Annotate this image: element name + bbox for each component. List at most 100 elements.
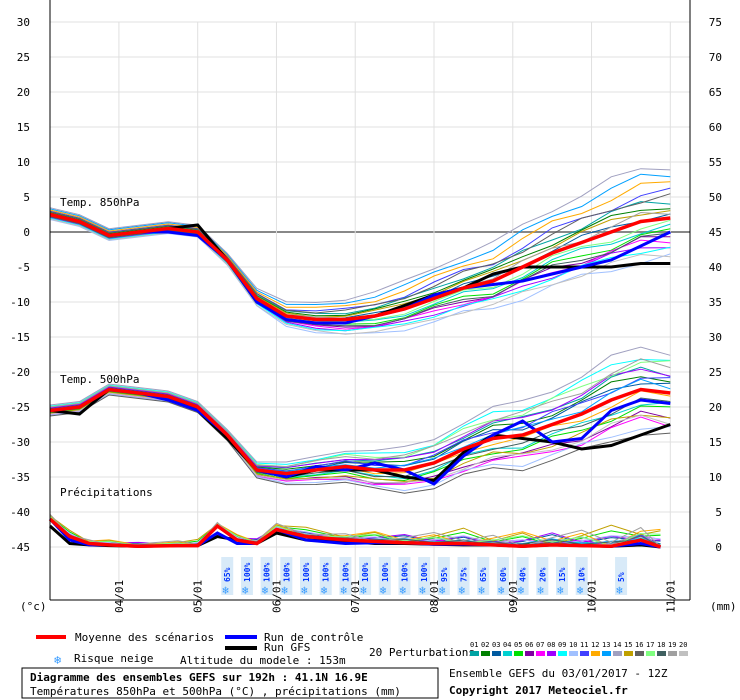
snowflake-icon: ❄ (616, 584, 623, 597)
y-tick-right: 15 (709, 436, 722, 449)
snow-risk-cell (398, 557, 411, 595)
ensemble-info: Ensemble GEFS du 03/01/2017 - 12Z (449, 667, 668, 680)
snow-risk-cell (378, 557, 391, 595)
snow-risk-cell (457, 557, 470, 595)
copyright-text: Copyright 2017 Meteociel.fr (449, 684, 628, 697)
snow-risk-pct: 100% (282, 563, 291, 582)
snow-risk-pct: 65% (479, 567, 488, 582)
snow-risk-pct: 100% (263, 563, 272, 582)
y-tick-right: 60 (709, 121, 722, 134)
perturbation-id: 06 (525, 641, 533, 649)
perturbation-id: 10 (569, 641, 577, 649)
perturbation-swatch (525, 651, 534, 656)
perturbation-id: 04 (503, 641, 511, 649)
perturbation-id: 11 (580, 641, 588, 649)
snow-risk-cell (575, 557, 588, 595)
y-tick-left: 25 (17, 51, 30, 64)
snowflake-icon: ❄ (281, 584, 288, 597)
snow-risk-cell (536, 557, 549, 595)
snowflake-icon: ❄ (419, 584, 426, 597)
legend-control-label: Run de contrôle (264, 631, 363, 644)
snow-risk-cell (615, 557, 628, 595)
perturbation-id: 13 (602, 641, 610, 649)
snow-risk-pct: 60% (499, 567, 508, 582)
y-tick-right: 40 (709, 261, 722, 274)
panel-label-precip: Précipitations (60, 486, 153, 499)
perturbation-swatch (668, 651, 677, 656)
perturbation-id: 03 (492, 641, 500, 649)
snow-risk-cell (240, 557, 253, 595)
perturbation-swatch (646, 651, 655, 656)
panel-label-t500: Temp. 500hPa (60, 373, 139, 386)
y-tick-right: 35 (709, 296, 722, 309)
perturbation-id: 08 (547, 641, 555, 649)
perturbation-id: 17 (646, 641, 654, 649)
chart-subtitle: Températures 850hPa et 500hPa (°C) , pré… (30, 685, 401, 698)
chart-title: Diagramme des ensembles GEFS sur 192h : … (30, 671, 368, 684)
perturbation-swatch (492, 651, 501, 656)
snowflake-icon: ❄ (54, 653, 61, 667)
perturbation-id: 14 (613, 641, 621, 649)
perturbation-id: 19 (668, 641, 676, 649)
snow-risk-row: 65% ❄ 100% ❄ 100% ❄ 100% ❄ 100% ❄ 100% ❄ 100% ❄ 100% ❄ 1… (221, 557, 628, 597)
snow-risk-pct: 5% (617, 572, 626, 582)
x-date-label: 11/01 (664, 580, 677, 613)
perturbation-line (49, 168, 671, 304)
panel-label-t850: Temp. 850hPa (60, 196, 139, 209)
snow-risk-cell (516, 557, 529, 595)
perturbation-line (49, 368, 671, 468)
legend-perturbations-label: 20 Perturbations (369, 646, 475, 659)
snow-risk-cell (418, 557, 431, 595)
snow-risk-cell (280, 557, 293, 595)
perturbation-swatch (470, 651, 479, 656)
perturbation-line (49, 173, 671, 306)
perturbation-line (49, 201, 671, 315)
y-tick-right: 20 (709, 401, 722, 414)
perturbation-swatch (635, 651, 644, 656)
snow-risk-pct: 100% (381, 563, 390, 582)
right-axis-unit: (mm) (710, 600, 737, 613)
perturbation-legend: 01 02 03 04 05 06 07 08 09 10 11 12 13 14 15 16 17 18 19 20 (470, 641, 688, 656)
snowflake-icon: ❄ (577, 584, 584, 597)
perturbation-swatch (536, 651, 545, 656)
y-tick-left: -40 (10, 506, 30, 519)
y-tick-left: 0 (23, 226, 30, 239)
snowflake-icon: ❄ (380, 584, 387, 597)
y-tick-left: -25 (10, 401, 30, 414)
x-date-label: 08/01 (428, 580, 441, 613)
snow-risk-cell (221, 557, 234, 595)
snowflake-icon: ❄ (478, 584, 485, 597)
y-tick-left: 10 (17, 156, 30, 169)
perturbation-swatch (547, 651, 556, 656)
snowflake-icon: ❄ (262, 584, 269, 597)
y-tick-right: 0 (715, 541, 722, 554)
legend-mean-label: Moyenne des scénarios (75, 631, 214, 644)
y-tick-right: 30 (709, 331, 722, 344)
legend-snow-label: Risque neige (74, 652, 153, 665)
t500-mean-line (49, 387, 671, 476)
snowflake-icon: ❄ (222, 584, 229, 597)
snow-risk-pct: 100% (302, 563, 311, 582)
y-tick-left: -20 (10, 366, 30, 379)
perturbation-swatch (591, 651, 600, 656)
perturbation-id: 12 (591, 641, 599, 649)
y-tick-right: 70 (709, 51, 722, 64)
snow-risk-pct: 10% (578, 567, 587, 582)
snow-risk-cell (319, 557, 332, 595)
y-tick-left: -10 (10, 296, 30, 309)
y-tick-left: -5 (17, 261, 30, 274)
perturbation-swatch (481, 651, 490, 656)
snow-risk-pct: 100% (341, 563, 350, 582)
perturbation-swatch (558, 651, 567, 656)
perturbation-swatch (514, 651, 523, 656)
y-tick-left: -35 (10, 471, 30, 484)
snow-risk-cell (339, 557, 352, 595)
snow-risk-pct: 100% (420, 563, 429, 582)
perturbation-line (49, 346, 671, 463)
snowflake-icon: ❄ (242, 584, 249, 597)
snow-risk-pct: 95% (440, 567, 449, 582)
snowflake-icon: ❄ (518, 584, 525, 597)
snow-risk-cell (556, 557, 568, 595)
snow-risk-pct: 100% (361, 563, 370, 582)
perturbation-line (49, 513, 661, 548)
